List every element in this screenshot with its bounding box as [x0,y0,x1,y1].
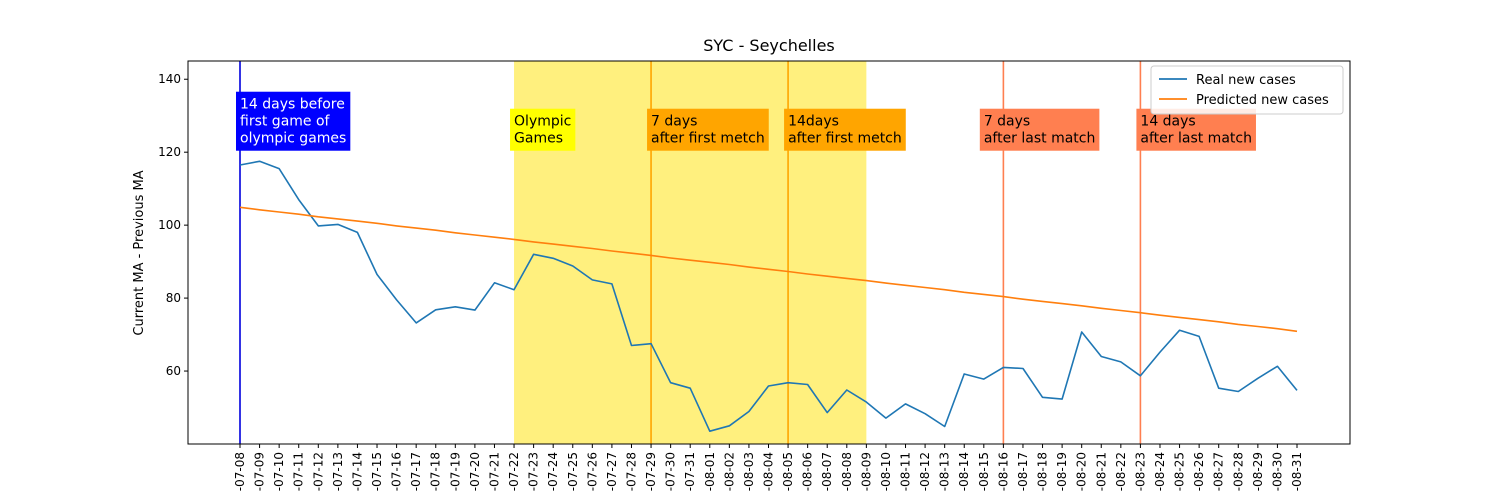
x-tick-label: -07-12 [311,452,325,491]
x-tick-label: -08-09 [859,452,873,491]
annotation-background [1136,108,1256,151]
chart-title: SYC - Seychelles [703,36,835,55]
x-tick-label: -08-21 [1094,452,1108,491]
x-tick-label: -08-12 [918,452,932,491]
x-tick-label: -08-26 [1192,452,1206,491]
x-tick-label: -08-23 [1133,452,1147,491]
annotation-background [510,108,576,151]
x-tick-label: -08-13 [938,452,952,491]
x-tick-label: -08-16 [996,452,1010,491]
y-tick-label: 100 [158,218,181,232]
y-tick-label: 120 [158,145,181,159]
x-tick-label: -07-09 [253,452,267,491]
annotation-background [236,91,351,151]
x-tick-label: -07-22 [507,452,521,491]
y-tick-label: 60 [166,364,181,378]
y-axis-label: Current MA - Previous MA [132,170,147,335]
x-tick-label: -07-08 [233,452,247,491]
annotation-text: Olympic [514,114,571,130]
x-tick-label: -08-30 [1270,452,1284,491]
x-tick-label: -08-24 [1153,452,1167,491]
x-tick-label: -08-25 [1173,452,1187,491]
x-tick-label: -08-20 [1075,452,1089,491]
x-tick-label: -07-31 [683,452,697,491]
real-new-cases-line [239,160,1298,433]
x-tick-label: -07-11 [292,452,306,491]
x-tick-label: -08-14 [957,452,971,491]
annotation-background [979,108,1100,151]
annotation-text: first game of [240,114,331,130]
x-tick-label: -07-24 [546,452,560,491]
annotation-text: 14 days [1140,114,1195,130]
x-tick-label: -08-29 [1251,452,1265,491]
x-tick-label: -08-11 [899,452,913,491]
x-tick-label: -08-08 [840,452,854,491]
x-tick-label: -07-23 [527,452,541,491]
annotation-text: 14 days before [240,97,345,113]
x-tick-label: -08-03 [742,452,756,491]
x-tick-label: -08-01 [703,452,717,491]
x-tick-label: -07-30 [664,452,678,491]
x-tick-label: -07-14 [350,452,364,491]
x-tick-label: -08-17 [1016,452,1030,491]
x-tick-label: -08-19 [1055,452,1069,491]
x-tick-label: -08-22 [1114,452,1128,491]
x-tick-label: -07-25 [566,452,580,491]
x-tick-label: -07-29 [644,452,658,491]
legend-label: Predicted new cases [1196,93,1329,108]
x-tick-label: -07-18 [429,452,443,491]
x-tick-label: -07-26 [585,452,599,491]
x-tick-label: -07-10 [272,452,286,491]
annotation-text: after last match [1140,131,1252,147]
annotation-text: after last match [984,131,1096,147]
x-tick-label: -08-27 [1212,452,1226,491]
x-tick-label: -08-28 [1231,452,1245,491]
x-tick-label: -08-06 [801,452,815,491]
annotation-text: 7 days [651,114,697,130]
x-tick-label: -07-13 [331,452,345,491]
x-tick-label: -08-02 [722,452,736,491]
legend: Real new cases Predicted new cases [1150,65,1344,115]
x-tick-label: -07-20 [468,452,482,491]
x-tick-label: -07-28 [624,452,638,491]
y-tick-label: 80 [166,291,181,305]
x-tick-label: -07-19 [448,452,462,491]
annotation-text: 14days [788,114,839,130]
x-tick-label: -08-18 [1036,452,1050,491]
x-tick-label: -08-07 [820,452,834,491]
x-tick-label: -07-16 [390,452,404,491]
y-tick-label: 140 [158,72,181,86]
annotation-background [784,108,906,151]
x-tick-label: -08-04 [762,452,776,491]
annotation-text: after first metch [651,131,765,147]
x-tick-label: -07-27 [605,452,619,491]
annotation-background [647,108,769,151]
annotation-text: after first metch [788,131,902,147]
x-tick-label: -08-10 [879,452,893,491]
x-tick-label: -07-17 [409,452,423,491]
x-tick-label: -08-15 [977,452,991,491]
predicted-new-cases-line [239,206,1298,333]
legend-label: Real new cases [1196,73,1296,88]
annotation-text: Games [514,131,563,147]
annotation-text: olympic games [240,131,346,147]
x-tick-label: -08-31 [1290,452,1304,491]
x-tick-label: -07-21 [487,452,501,491]
legend-frame [1150,65,1344,115]
x-tick-label: -08-05 [781,452,795,491]
annotation-text: 7 days [984,114,1030,130]
x-tick-label: -07-15 [370,452,384,491]
